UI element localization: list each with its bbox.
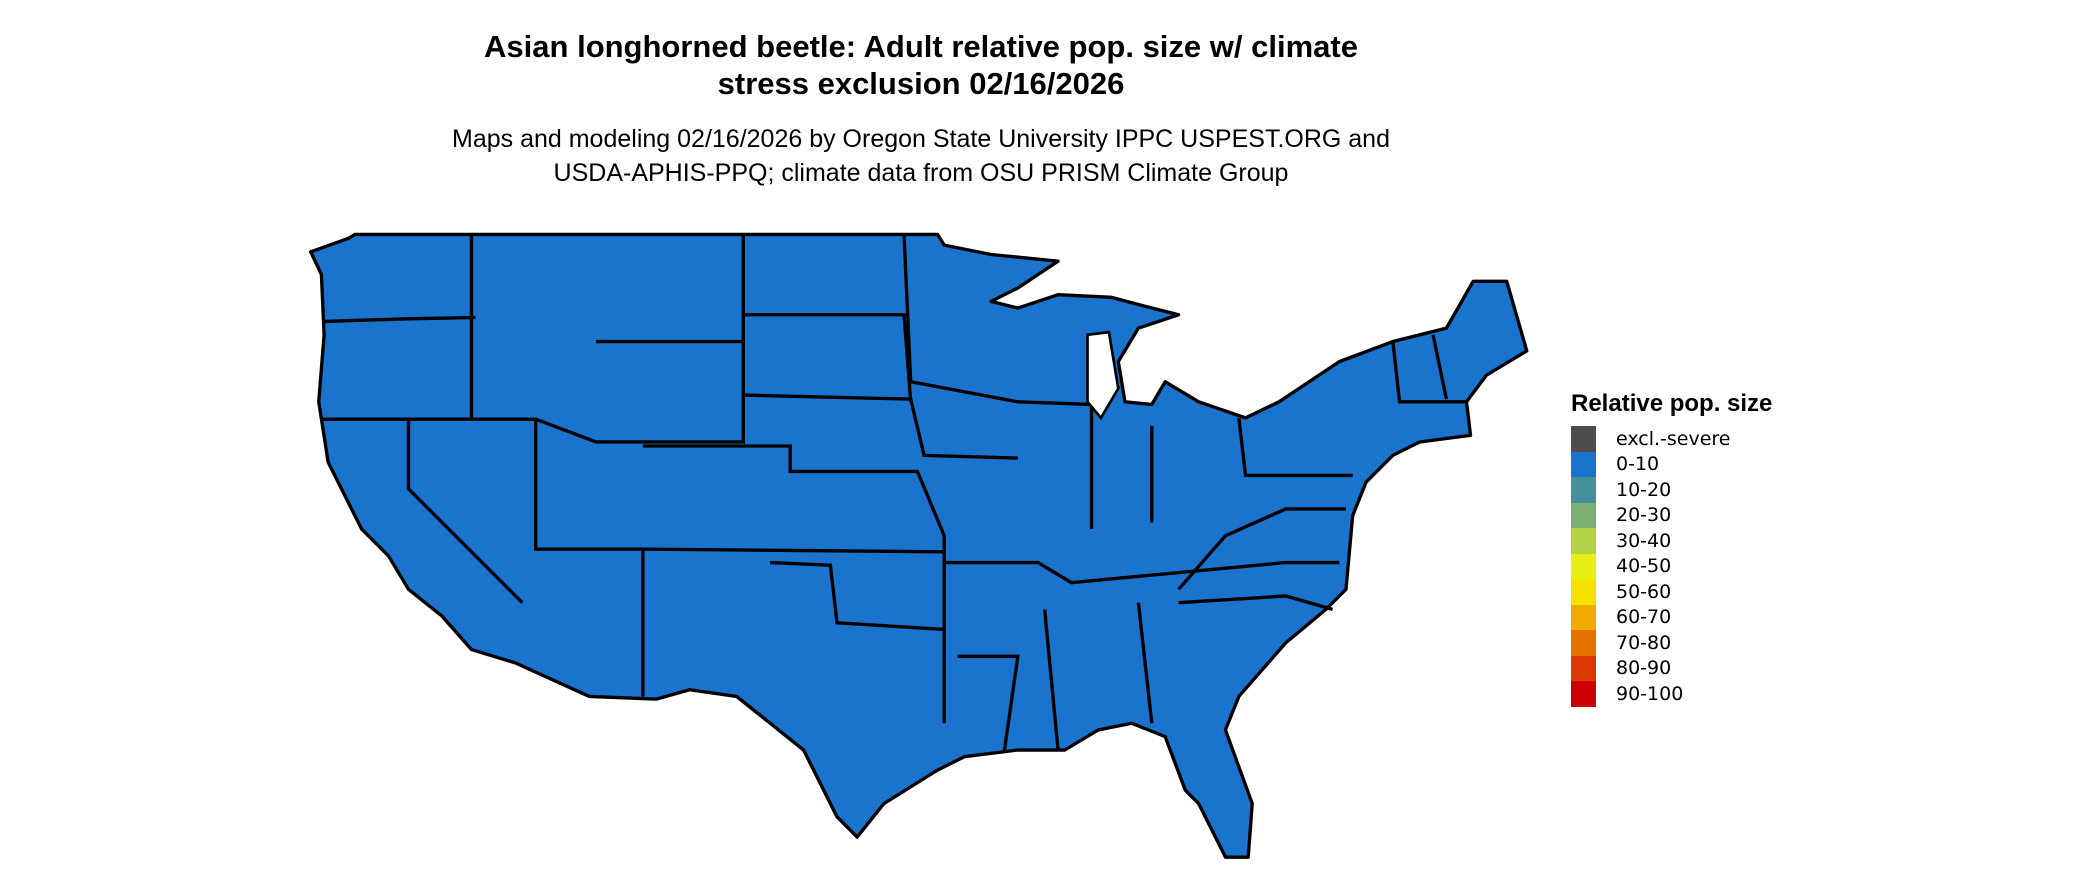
legend-item: 40-50 xyxy=(1571,553,1772,579)
legend-item: 20-30 xyxy=(1571,502,1772,528)
legend-swatch xyxy=(1571,604,1596,630)
legend-swatch xyxy=(1571,579,1596,605)
subtitle-line-1: Maps and modeling 02/16/2026 by Oregon S… xyxy=(452,125,1390,153)
legend-label: 30-40 xyxy=(1616,529,1672,552)
legend-swatch xyxy=(1571,655,1596,681)
legend-item: 90-100 xyxy=(1571,681,1772,707)
subtitle-line-2: USDA-APHIS-PPQ; climate data from OSU PR… xyxy=(553,159,1289,187)
legend: Relative pop. size excl.-severe 0-10 10-20… xyxy=(1571,390,1772,707)
legend-title: Relative pop. size xyxy=(1571,390,1773,417)
title-line-1: Asian longhorned beetle: Adult relative … xyxy=(484,29,1358,64)
legend-swatch xyxy=(1571,528,1596,554)
legend-item: 10-20 xyxy=(1571,477,1772,503)
legend-label: 60-70 xyxy=(1616,606,1672,629)
legend-item: 60-70 xyxy=(1571,604,1772,630)
legend-label: 40-50 xyxy=(1616,555,1672,578)
legend-item: 70-80 xyxy=(1571,630,1772,656)
legend-label: 10-20 xyxy=(1616,478,1672,501)
title-line-2: stress exclusion 02/16/2026 xyxy=(717,66,1125,101)
legend-item: 50-60 xyxy=(1571,579,1772,605)
legend-item: 30-40 xyxy=(1571,528,1772,554)
legend-item: 0-10 xyxy=(1571,451,1772,477)
legend-swatch xyxy=(1571,502,1596,528)
legend-swatch xyxy=(1571,630,1596,656)
legend-label: 20-30 xyxy=(1616,504,1672,527)
map-title: Asian longhorned beetle: Adult relative … xyxy=(0,28,1842,102)
legend-swatch xyxy=(1571,553,1596,579)
legend-item: excl.-severe xyxy=(1571,426,1772,452)
legend-label: 50-60 xyxy=(1616,580,1672,603)
legend-label: excl.-severe xyxy=(1616,427,1731,450)
lake-michigan xyxy=(1086,330,1120,421)
legend-swatch xyxy=(1571,451,1596,477)
legend-label: 80-90 xyxy=(1616,657,1672,680)
us-outline xyxy=(309,232,1529,859)
legend-label: 70-80 xyxy=(1616,631,1672,654)
state-borders xyxy=(321,234,1467,751)
legend-swatch xyxy=(1571,477,1596,503)
legend-item: 80-90 xyxy=(1571,655,1772,681)
legend-swatch xyxy=(1571,426,1596,452)
map-subtitle: Maps and modeling 02/16/2026 by Oregon S… xyxy=(0,122,1842,190)
legend-swatch xyxy=(1571,681,1596,707)
legend-label: 90-100 xyxy=(1616,682,1684,705)
legend-label: 0-10 xyxy=(1616,453,1660,476)
